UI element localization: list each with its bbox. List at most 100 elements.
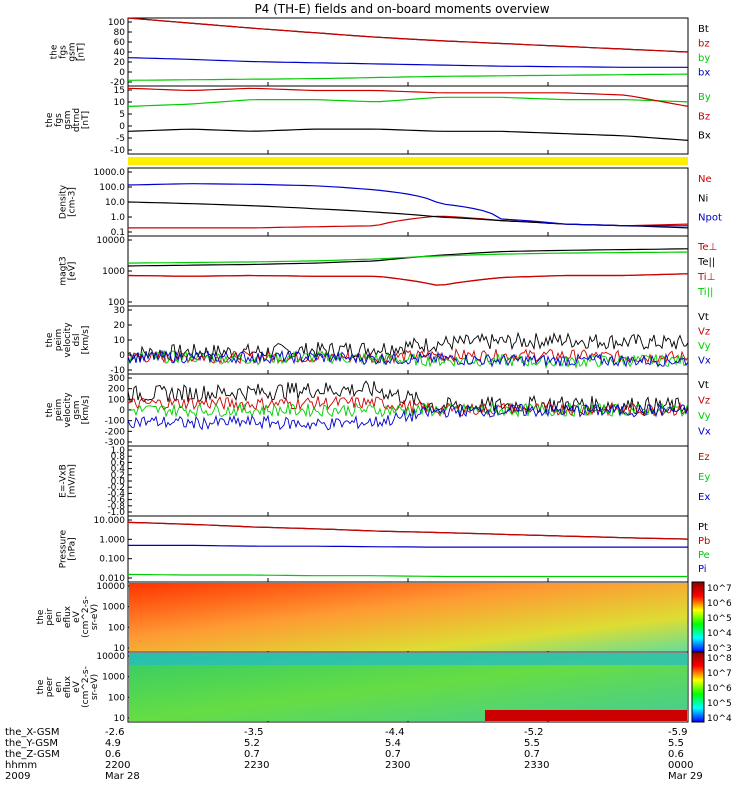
- legend-label: bx: [698, 68, 710, 79]
- legend-label: Pb: [698, 536, 710, 547]
- y-axis-label: Density: [59, 184, 69, 219]
- heatmap-field: [129, 583, 687, 651]
- y-axis-label: [mV/m]: [68, 464, 78, 498]
- y-tick-label: 0.010: [99, 574, 125, 584]
- footer-value: 5.5: [524, 738, 540, 749]
- y-axis-label: the: [36, 679, 46, 694]
- y-tick-label: -0.4: [107, 489, 125, 499]
- colorbar-tick-label: 10^6: [707, 599, 732, 609]
- footer-value: 5.4: [385, 738, 401, 749]
- series-line-Ne: [128, 215, 689, 229]
- legend-label: Vt: [698, 380, 709, 391]
- legend-label: Vx: [698, 427, 711, 438]
- colorbar-tick-label: 10^4: [707, 714, 732, 724]
- y-tick-label: 80: [114, 28, 126, 38]
- y-axis-label: gsm: [68, 42, 78, 61]
- y-axis-label: eV: [72, 610, 82, 623]
- y-tick-label: 0: [119, 351, 125, 361]
- y-tick-label: 100: [108, 395, 125, 405]
- footer-value: 0.6: [105, 749, 121, 760]
- y-tick-label: -20: [110, 78, 125, 88]
- y-tick-label: -0.8: [107, 502, 125, 512]
- y-tick-label: 0: [119, 406, 125, 416]
- footer-value: 0.7: [385, 749, 401, 760]
- series-line-Vx: [127, 403, 689, 431]
- legend-label: By: [698, 92, 711, 103]
- legend-label: Npot: [698, 213, 722, 224]
- y-tick-label: 100.0: [99, 183, 125, 193]
- series-line-Pe: [127, 573, 688, 578]
- series-line-Bt: [127, 17, 689, 53]
- y-axis-label: en: [54, 681, 64, 692]
- series-line-by: [127, 73, 689, 81]
- y-axis-label: Pressure: [59, 529, 69, 568]
- y-axis-label: velocity: [63, 322, 73, 358]
- colorbar-tick-label: 10^4: [707, 629, 732, 639]
- legend-label: Ex: [698, 492, 710, 503]
- y-axis-label: gsm: [63, 110, 73, 129]
- y-tick-label: 0.6: [111, 458, 126, 468]
- panel-peim-velocity-dsl: the peim velocity dsl [km/s] 30 20 10 0 -10 Vt Vz Vy…: [45, 305, 711, 376]
- y-axis-label: (cm^2-s-: [81, 666, 91, 708]
- y-axis-label: [km/s]: [81, 326, 91, 355]
- y-tick-label: -10: [110, 366, 125, 376]
- y-tick-label: 100: [108, 18, 125, 28]
- panel-frame: [127, 167, 689, 237]
- footer-value: 5.2: [244, 738, 260, 749]
- y-axis-label: eV: [72, 680, 82, 693]
- panel-peim-velocity-gsm: the peim velocity gsm [km/s] 3002001000-100-2…: [45, 373, 711, 448]
- y-tick-label: 0.4: [111, 465, 126, 475]
- footer-value: 2200: [105, 760, 130, 771]
- legend-label: Ez: [698, 452, 710, 463]
- legend-label: Bz: [698, 111, 710, 122]
- footer-value: -3.5: [244, 727, 264, 738]
- y-tick-label: 60: [114, 38, 126, 48]
- heatmap-cool-band: [129, 653, 687, 665]
- chart-title: P4 (TH-E) fields and on-board moments ov…: [254, 2, 549, 16]
- y-axis-label: dtrnd: [72, 108, 82, 132]
- series-line-Ti⊥: [127, 273, 689, 286]
- legend-label: Bt: [698, 24, 709, 35]
- y-axis-label: peer: [45, 676, 55, 697]
- panel-peer-en-eflux: the peer en eflux eV (cm^2-s-sr-eV) 10000 1000 1…: [36, 651, 732, 724]
- legend-label: Ti||: [697, 287, 713, 298]
- footer-row-label: the_Z-GSM: [5, 749, 60, 760]
- y-tick-label: 40: [114, 48, 126, 58]
- footer-row-label: hhmm: [5, 760, 37, 771]
- series-line-Vz: [127, 347, 689, 365]
- y-tick-label: -0.2: [107, 483, 125, 493]
- y-axis-label: the: [36, 609, 46, 624]
- series-line-Ti||: [127, 251, 688, 264]
- series-line-Ni: [127, 201, 689, 229]
- colorbar-tick-label: 10^8: [707, 654, 732, 664]
- colorbar-tick-label: 10^5: [707, 614, 732, 624]
- y-tick-label: 10000: [96, 582, 125, 592]
- legend-label: Vx: [698, 356, 711, 367]
- yellow-flag-bar: [128, 157, 688, 165]
- y-tick-label: 0.100: [99, 555, 125, 565]
- y-tick-label: 5: [119, 110, 125, 120]
- legend-label: Te||: [697, 257, 715, 268]
- series-line-bz: [127, 17, 689, 53]
- legend-label: Vy: [698, 341, 711, 352]
- footer-value: Mar 29: [668, 771, 703, 782]
- legend-label: Pe: [698, 550, 710, 561]
- colorbar-tick-label: 10^6: [707, 684, 732, 694]
- series-line-bx: [127, 57, 688, 68]
- legend-label: Vz: [698, 327, 710, 338]
- y-tick-label: 10000: [96, 236, 125, 246]
- footer-value: 5.5: [668, 738, 684, 749]
- y-tick-label: 10: [114, 644, 126, 654]
- panel-frame: [127, 515, 689, 583]
- y-tick-label: 0.1: [111, 228, 125, 238]
- legend-label: bz: [698, 39, 710, 50]
- y-axis-label: [eV]: [68, 262, 78, 281]
- footer-value: 2230: [244, 760, 269, 771]
- footer-row-label: 2009: [5, 771, 30, 782]
- panel-frame: [127, 85, 689, 155]
- series-line-Vt: [127, 331, 689, 361]
- legend-label: Ey: [698, 472, 710, 483]
